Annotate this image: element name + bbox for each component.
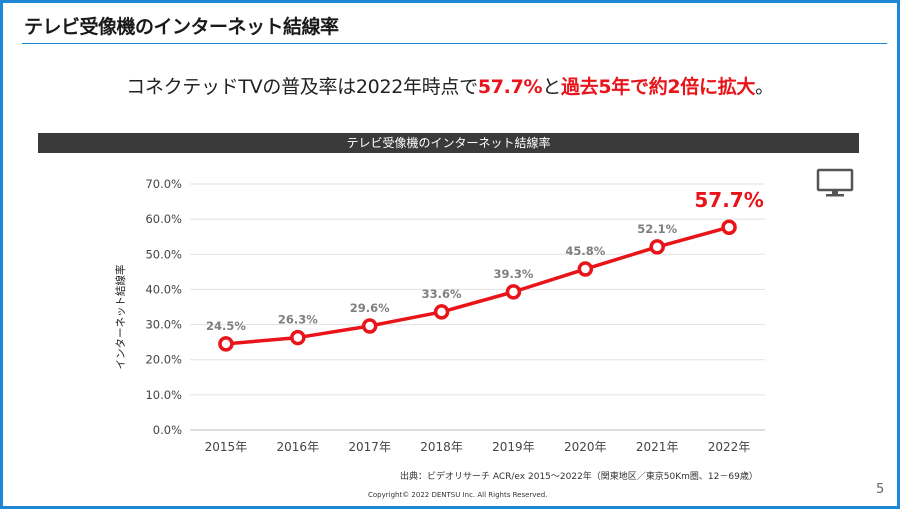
x-tick-label: 2016年 xyxy=(277,440,320,454)
page-number: 5 xyxy=(876,482,885,497)
page-title: テレビ受像機のインターネット結線率 xyxy=(24,16,339,38)
x-tick-label: 2018年 xyxy=(420,440,463,454)
headline: コネクテッドTVの普及率は2022年時点で57.7%と過去5年で約2倍に拡大。 xyxy=(0,72,900,99)
data-point xyxy=(290,329,306,346)
y-tick-label: 0.0% xyxy=(153,423,182,437)
y-axis-label: インターネット結線率 xyxy=(114,265,127,370)
data-label: 33.6% xyxy=(422,287,462,301)
y-tick-label: 40.0% xyxy=(145,282,182,296)
y-tick-label: 60.0% xyxy=(145,212,182,226)
series-line xyxy=(225,225,730,346)
data-label-highlight: 57.7% xyxy=(694,188,763,212)
data-label: 29.6% xyxy=(350,301,390,315)
chart-title: テレビ受像機のインターネット結線率 xyxy=(38,133,859,153)
headline-highlight-value: 57.7% xyxy=(477,76,543,98)
y-tick-label: 70.0% xyxy=(145,177,182,191)
data-point xyxy=(433,304,450,320)
headline-text-3: 。 xyxy=(755,76,774,98)
data-point xyxy=(218,336,234,352)
y-tick-label: 20.0% xyxy=(145,353,182,367)
x-tick-label: 2015年 xyxy=(205,440,248,454)
headline-highlight-growth: 過去5年で約2倍に拡大 xyxy=(560,76,756,98)
data-point xyxy=(649,239,665,255)
data-point xyxy=(577,261,594,277)
data-label: 39.3% xyxy=(493,267,533,281)
headline-text-1: コネクテッドTVの普及率は2022年時点で xyxy=(126,76,478,98)
data-label: 26.3% xyxy=(278,313,318,327)
data-label: 45.8% xyxy=(565,244,605,258)
headline-text-2: と xyxy=(542,76,561,98)
y-tick-label: 30.0% xyxy=(145,318,182,332)
x-tick-label: 2021年 xyxy=(636,440,679,454)
data-label: 24.5% xyxy=(206,319,246,333)
x-tick-label: 2019年 xyxy=(492,440,535,454)
data-point xyxy=(721,219,737,235)
x-tick-label: 2017年 xyxy=(348,440,391,454)
data-point xyxy=(505,284,522,300)
data-label: 52.1% xyxy=(637,222,677,236)
y-tick-label: 10.0% xyxy=(145,388,182,402)
data-point xyxy=(361,318,378,334)
source-note: 出典：ビデオリサーチ ACR/ex 2015～2022年（関東地区／東京50Km… xyxy=(400,472,758,482)
tv-icon xyxy=(816,168,854,197)
title-divider xyxy=(22,43,887,44)
y-tick-label: 50.0% xyxy=(145,247,182,261)
x-tick-label: 2020年 xyxy=(564,440,607,454)
x-tick-label: 2022年 xyxy=(708,440,751,454)
copyright: Copyright© 2022 DENTSU Inc. All Rights R… xyxy=(368,491,548,499)
